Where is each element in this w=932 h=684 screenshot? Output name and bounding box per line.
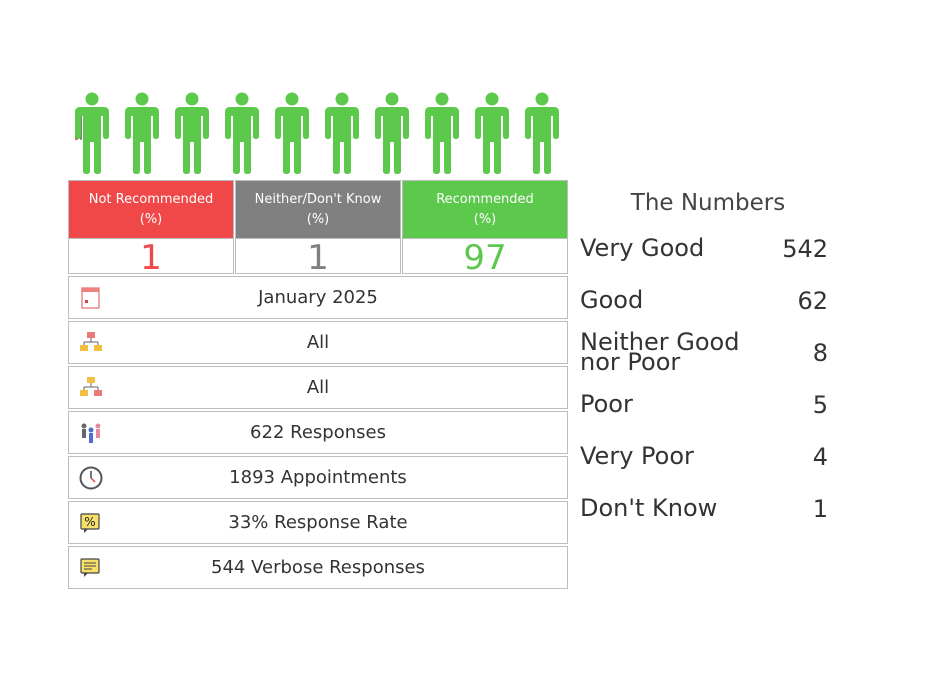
org-filter-1-text: All: [306, 332, 330, 353]
person-icon: [472, 92, 512, 174]
not-recommended-header: Not Recommended (%): [69, 181, 233, 238]
poor-row: Poor 5: [580, 391, 828, 431]
very-good-row: Very Good 542: [580, 235, 828, 275]
dont-know-row: Don't Know 1: [580, 495, 828, 535]
very-good-value: 542: [782, 235, 828, 263]
appointments-row[interactable]: 1893 Appointments: [68, 456, 568, 499]
verbose-text: 544 Verbose Responses: [211, 557, 425, 578]
numbers-title: The Numbers: [630, 190, 786, 216]
person-icon: [522, 92, 562, 174]
person-icon: [122, 92, 162, 174]
clock-icon: [79, 466, 103, 490]
response-rate-text: 33% Response Rate: [228, 512, 408, 533]
good-value: 62: [797, 287, 828, 315]
org-chart-icon: [79, 331, 103, 355]
svg-text:%: %: [84, 515, 95, 529]
recommendation-pictogram: [68, 88, 568, 176]
not-recommended-label: Not Recommended: [88, 191, 214, 207]
appointments-text: 1893 Appointments: [229, 467, 407, 488]
not-recommended-unit: (%): [139, 211, 163, 227]
not-recommended-card: Not Recommended (%) 1: [68, 180, 234, 277]
neither-label: Neither/Don't Know: [254, 191, 382, 207]
good-label: Good: [580, 286, 644, 314]
good-row: Good 62: [580, 287, 828, 327]
responses-text: 622 Responses: [250, 422, 386, 443]
neither-unit: (%): [306, 211, 330, 227]
dont-know-value: 1: [812, 495, 828, 523]
org-filter-row-1[interactable]: All: [68, 321, 568, 364]
very-poor-row: Very Poor 4: [580, 443, 828, 483]
recommended-label: Recommended: [436, 191, 534, 207]
neither-card: Neither/Don't Know (%) 1: [235, 180, 401, 277]
org-filter-2-text: All: [306, 377, 330, 398]
person-icon: [422, 92, 462, 174]
period-row[interactable]: January 2025: [68, 276, 568, 319]
person-icon: [72, 92, 112, 174]
percent-icon: %: [79, 511, 103, 535]
very-poor-value: 4: [812, 443, 828, 471]
response-rate-row[interactable]: % 33% Response Rate: [68, 501, 568, 544]
people-icon: [79, 421, 103, 445]
person-icon: [172, 92, 212, 174]
very-good-label: Very Good: [580, 234, 705, 262]
recommended-unit: (%): [473, 211, 497, 227]
calendar-icon: [79, 286, 103, 310]
not-recommended-value: 1: [69, 238, 233, 277]
person-icon: [372, 92, 412, 174]
verbose-row[interactable]: 544 Verbose Responses: [68, 546, 568, 589]
recommended-card: Recommended (%) 97: [402, 180, 568, 277]
poor-label: Poor: [580, 390, 633, 418]
period-text: January 2025: [258, 287, 378, 308]
poor-value: 5: [812, 391, 828, 419]
neither-header: Neither/Don't Know (%): [236, 181, 400, 238]
recommended-header: Recommended (%): [403, 181, 567, 238]
person-icon: [322, 92, 362, 174]
neither-label-line2: nor Poor: [580, 348, 681, 376]
person-icon: [222, 92, 262, 174]
org-chart-icon: [79, 376, 103, 400]
neither-value: 8: [812, 339, 828, 367]
org-filter-row-2[interactable]: All: [68, 366, 568, 409]
responses-row[interactable]: 622 Responses: [68, 411, 568, 454]
dont-know-label: Don't Know: [580, 494, 718, 522]
neither-value: 1: [236, 238, 400, 277]
person-icon: [272, 92, 312, 174]
neither-row: Neither Good nor Poor 8: [580, 330, 828, 376]
recommended-value: 97: [403, 238, 567, 277]
very-poor-label: Very Poor: [580, 442, 694, 470]
comment-icon: [79, 556, 103, 580]
neither-label-line1: Neither Good: [580, 328, 740, 356]
